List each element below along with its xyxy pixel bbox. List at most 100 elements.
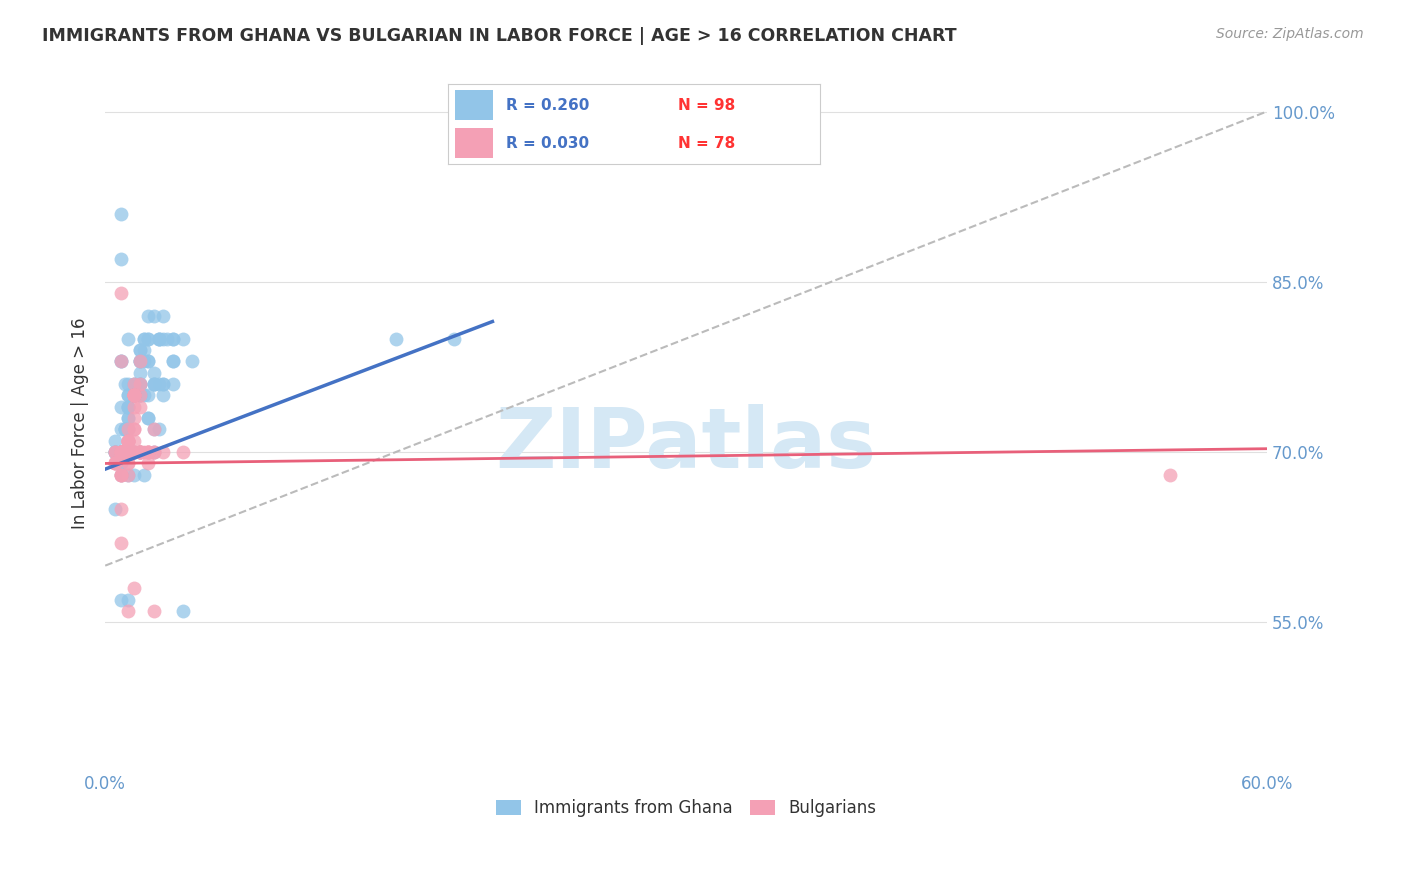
Point	[136, 445, 159, 459]
Point	[114, 422, 136, 436]
Point	[117, 445, 139, 459]
Point	[122, 467, 145, 482]
Point	[152, 445, 174, 459]
Point	[104, 457, 127, 471]
Point	[136, 445, 159, 459]
Point	[117, 332, 139, 346]
Point	[148, 332, 170, 346]
Point	[110, 467, 132, 482]
Point	[110, 445, 132, 459]
Point	[136, 445, 159, 459]
Point	[142, 366, 165, 380]
Point	[104, 445, 127, 459]
Point	[104, 445, 127, 459]
Point	[142, 445, 165, 459]
Point	[117, 457, 139, 471]
Point	[110, 592, 132, 607]
Point	[152, 376, 174, 391]
Point	[122, 434, 145, 448]
Point	[117, 434, 139, 448]
Point	[129, 388, 152, 402]
Point	[172, 604, 194, 618]
Point	[152, 388, 174, 402]
Point	[129, 400, 152, 414]
Point	[110, 536, 132, 550]
Point	[152, 309, 174, 323]
Point	[110, 445, 132, 459]
Point	[129, 354, 152, 368]
Point	[122, 376, 145, 391]
Point	[104, 457, 127, 471]
Point	[117, 604, 139, 618]
Point	[162, 354, 184, 368]
Point	[136, 445, 159, 459]
Point	[129, 343, 152, 357]
Point	[110, 467, 132, 482]
Point	[122, 388, 145, 402]
Point	[129, 445, 152, 459]
Point	[132, 388, 155, 402]
Point	[142, 309, 165, 323]
Point	[136, 457, 159, 471]
Point	[129, 376, 152, 391]
Point	[129, 354, 152, 368]
Point	[162, 332, 184, 346]
Point	[162, 376, 184, 391]
Point	[110, 501, 132, 516]
Point	[117, 467, 139, 482]
Point	[136, 332, 159, 346]
Point	[136, 332, 159, 346]
Point	[148, 332, 170, 346]
Point	[142, 422, 165, 436]
Point	[136, 309, 159, 323]
Point	[117, 434, 139, 448]
Point	[104, 457, 127, 471]
Point	[132, 332, 155, 346]
Point	[110, 467, 132, 482]
Point	[110, 445, 132, 459]
Point	[117, 422, 139, 436]
Point	[129, 343, 152, 357]
Point	[132, 332, 155, 346]
Y-axis label: In Labor Force | Age > 16: In Labor Force | Age > 16	[72, 318, 89, 530]
Point	[114, 445, 136, 459]
Point	[136, 354, 159, 368]
Point	[152, 376, 174, 391]
Point	[110, 467, 132, 482]
Point	[136, 388, 159, 402]
Point	[117, 592, 139, 607]
Point	[129, 445, 152, 459]
Point	[117, 400, 139, 414]
Point	[117, 434, 139, 448]
Point	[136, 411, 159, 425]
Point	[148, 376, 170, 391]
Point	[110, 445, 132, 459]
Point	[104, 445, 127, 459]
Point	[110, 445, 132, 459]
Point	[110, 445, 132, 459]
Point	[156, 332, 179, 346]
Point	[117, 400, 139, 414]
Point	[110, 354, 132, 368]
Point	[1159, 467, 1181, 482]
Text: ZIPatlas: ZIPatlas	[495, 404, 876, 485]
Point	[122, 400, 145, 414]
Point	[117, 445, 139, 459]
Point	[162, 332, 184, 346]
Point	[122, 388, 145, 402]
Point	[443, 332, 465, 346]
Point	[129, 445, 152, 459]
Point	[132, 445, 155, 459]
Point	[110, 252, 132, 266]
Point	[129, 445, 152, 459]
Point	[117, 445, 139, 459]
Point	[181, 354, 204, 368]
Point	[129, 376, 152, 391]
Point	[129, 445, 152, 459]
Point	[110, 354, 132, 368]
Point	[110, 207, 132, 221]
Point	[110, 286, 132, 301]
Point	[148, 332, 170, 346]
Point	[117, 400, 139, 414]
Point	[117, 411, 139, 425]
